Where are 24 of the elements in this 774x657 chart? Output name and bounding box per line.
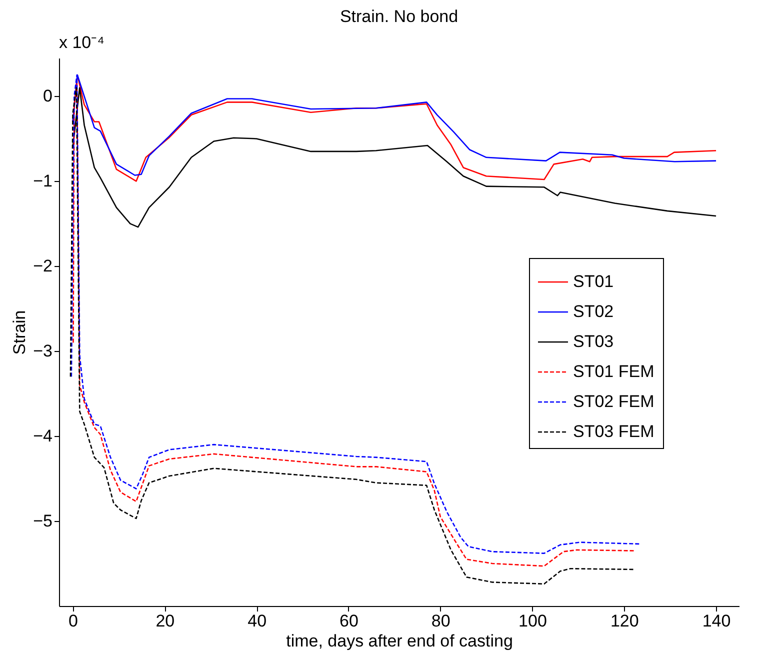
y-tick-label: −5 <box>33 512 52 531</box>
x-axis-title: time, days after end of casting <box>286 632 513 650</box>
y-tick-label: −4 <box>33 426 52 446</box>
x-tick-label: 0 <box>68 612 78 630</box>
x-tick-label: 80 <box>431 612 450 630</box>
x-tick-label: 140 <box>702 612 731 630</box>
x-tick-label: 100 <box>518 612 547 630</box>
legend-label: ST02 FEM <box>573 392 654 411</box>
y-tick-label: −3 <box>33 342 52 361</box>
legend-label: ST01 FEM <box>573 362 654 381</box>
legend-label: ST03 FEM <box>573 422 654 441</box>
y-tick-label: −1 <box>33 172 52 191</box>
legend-label: ST02 <box>573 302 614 321</box>
legend-label: ST03 <box>573 332 614 351</box>
y-axis-title: Strain <box>10 310 30 355</box>
y-tick-label: −2 <box>33 256 52 276</box>
legend-label: ST01 <box>573 272 614 291</box>
text: x 10⁻⁴ <box>59 33 104 52</box>
x-tick-label: 120 <box>610 612 639 630</box>
y-tick-label: 0 <box>43 86 52 106</box>
x-tick-label: 20 <box>156 612 175 630</box>
x-tick-label: 40 <box>248 612 267 630</box>
chart-title: Strain. No bond <box>340 7 458 26</box>
x-tick-label: 60 <box>340 612 358 630</box>
